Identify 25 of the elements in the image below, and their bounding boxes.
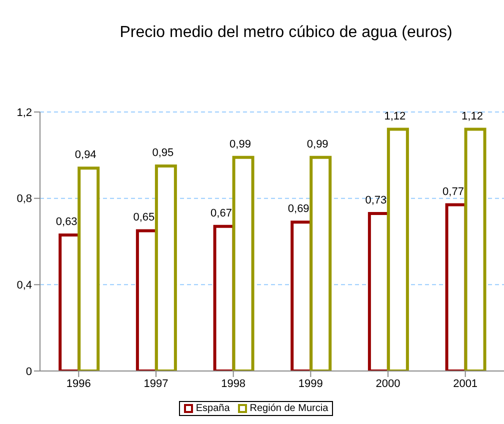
- data-label: 0,65: [133, 212, 155, 224]
- data-label: 0,77: [442, 186, 464, 198]
- legend-label: España: [196, 403, 230, 414]
- x-tick-label: 1996: [66, 378, 91, 390]
- x-tick-label: 1998: [221, 378, 246, 390]
- data-label: 0,73: [365, 194, 387, 206]
- data-label: 0,94: [74, 149, 96, 162]
- data-label: 0,63: [56, 216, 78, 228]
- y-tick-label: 0,4: [16, 280, 32, 292]
- legend-label: Región de Murcia: [250, 403, 328, 414]
- y-tick-label: 0,8: [16, 193, 32, 206]
- x-tick-label: 1999: [298, 378, 323, 390]
- x-tick-label: 2001: [453, 378, 478, 390]
- data-label: 0,99: [230, 138, 251, 150]
- data-label: 0,95: [152, 146, 174, 159]
- y-tick-label: 0: [26, 366, 32, 378]
- data-label: 1,12: [462, 110, 483, 122]
- data-label: 0,99: [306, 138, 328, 150]
- y-tick-label: 1,2: [16, 106, 32, 119]
- data-label: 0,67: [210, 207, 232, 220]
- chart-title: Precio medio del metro cúbico de agua (euros): [118, 23, 454, 43]
- x-tick-label: 2000: [376, 378, 400, 390]
- data-label: 0,69: [288, 203, 310, 216]
- x-tick-label: 1997: [144, 378, 168, 390]
- data-label: 1,12: [384, 110, 406, 122]
